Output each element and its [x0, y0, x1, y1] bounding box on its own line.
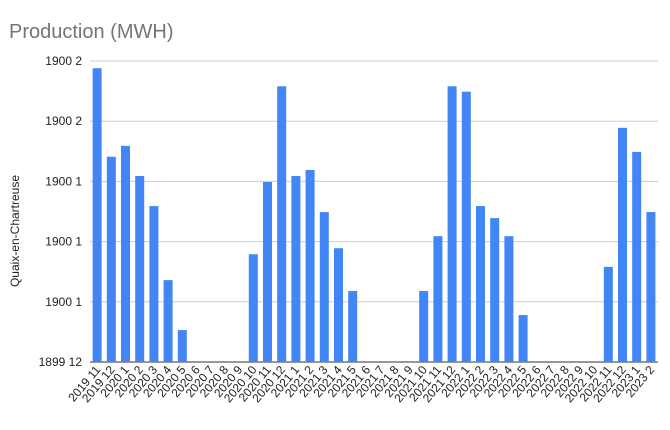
bar [92, 68, 102, 362]
y-tick-label: 1900 2 [45, 114, 82, 128]
y-tick-label: 1900 1 [45, 295, 82, 309]
bar [646, 212, 656, 362]
bar [149, 206, 159, 362]
bar [618, 127, 627, 363]
bar [305, 169, 315, 362]
y-axis-label: Quaix-en-Chartreuse [8, 175, 22, 287]
chart-title: Production (MWH) [9, 21, 173, 43]
bar [319, 212, 329, 362]
bar [603, 266, 613, 362]
bar [177, 330, 187, 362]
bar [277, 86, 287, 362]
bar [518, 315, 528, 362]
bar [433, 236, 443, 362]
bar [461, 91, 471, 363]
y-tick-label: 1900 1 [45, 235, 82, 249]
bar [447, 86, 457, 362]
bar [632, 151, 642, 362]
y-tick-label: 1899 12 [39, 355, 83, 369]
y-tick-label: 1900 1 [45, 174, 82, 188]
bar [163, 280, 173, 362]
bar [248, 254, 258, 362]
bar [348, 290, 358, 362]
bar [504, 236, 514, 362]
y-tick-label: 1900 2 [45, 54, 82, 68]
bar [135, 175, 145, 362]
bar [334, 248, 343, 362]
bar [476, 206, 485, 362]
bar [263, 182, 272, 362]
bar [106, 156, 116, 362]
bar [291, 175, 301, 362]
bar [490, 218, 500, 362]
bar [419, 290, 429, 362]
bar [121, 145, 130, 362]
